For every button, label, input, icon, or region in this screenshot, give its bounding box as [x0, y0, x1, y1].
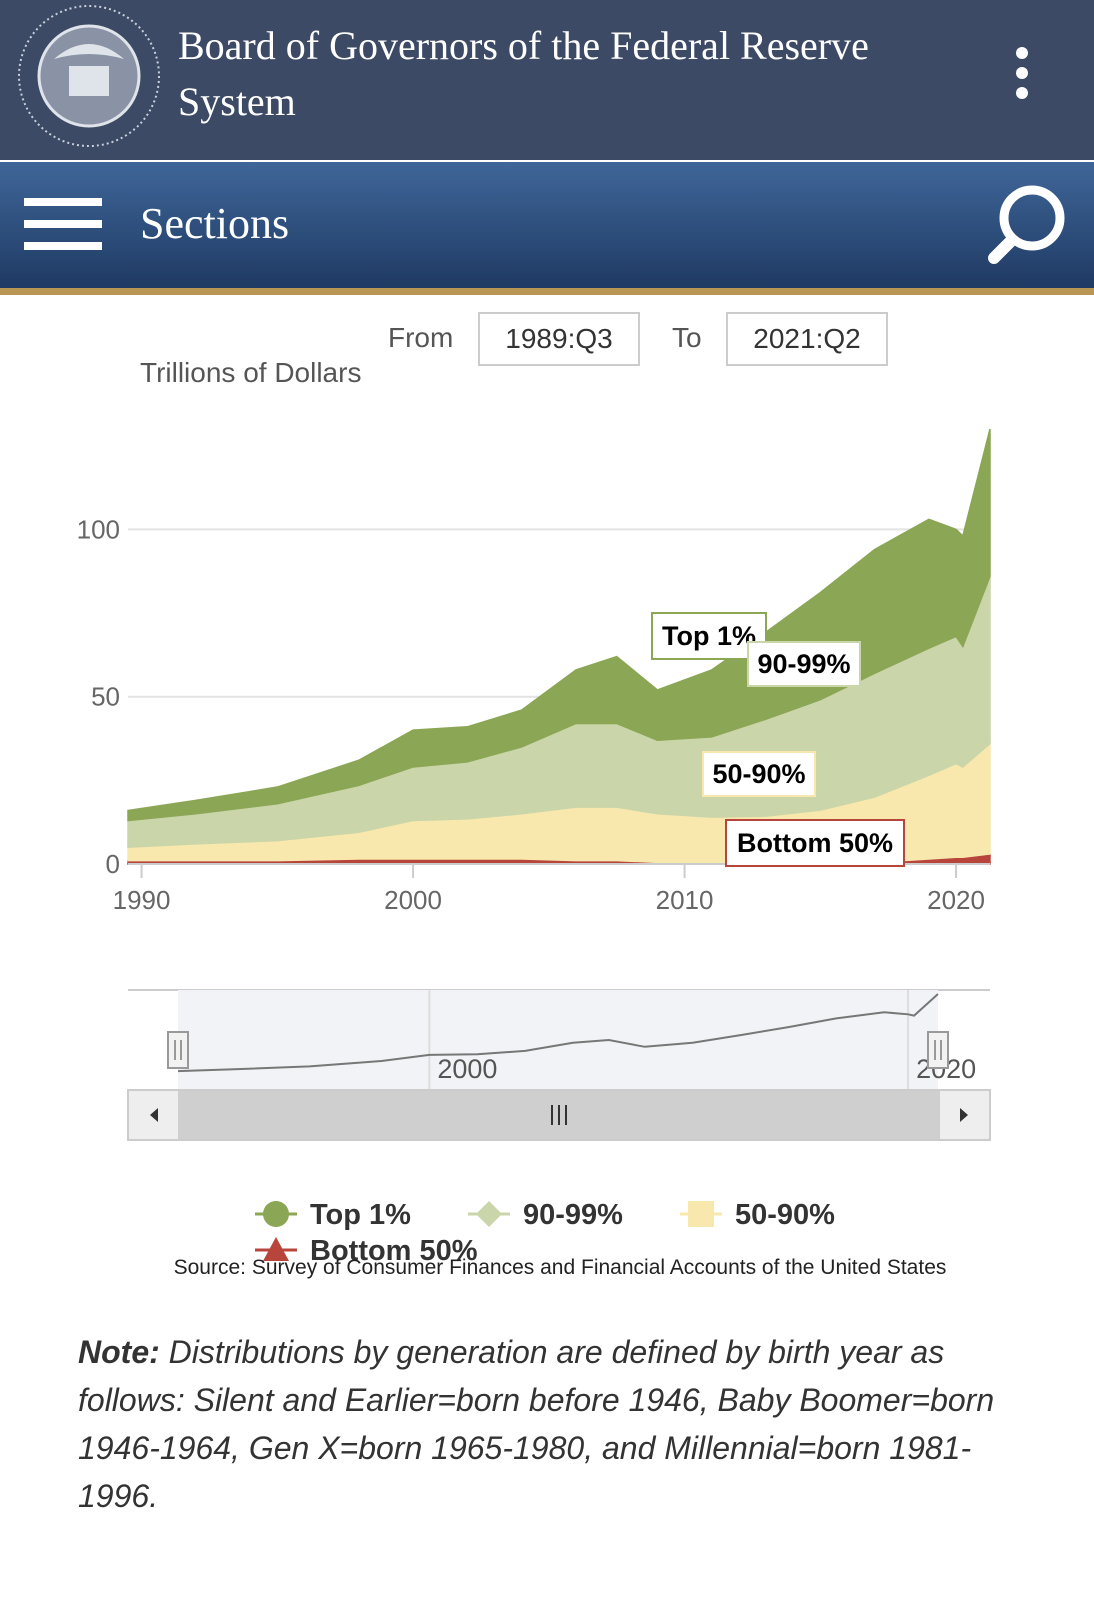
navigator-handle[interactable]	[167, 1031, 189, 1069]
menu-button[interactable]	[24, 196, 104, 256]
nav-bar: Sections	[0, 162, 1094, 295]
annotation: 50-90%	[712, 759, 805, 789]
y-tick-label: 0	[106, 849, 120, 879]
legend-symbol	[688, 1201, 714, 1227]
y-tick-label: 50	[91, 682, 120, 712]
scrollbar[interactable]	[127, 1089, 991, 1141]
scroll-left	[150, 1108, 158, 1122]
sections-label[interactable]: Sections	[140, 199, 290, 248]
legend-label: Bottom 50%	[310, 1235, 478, 1267]
note-label: Note:	[78, 1334, 160, 1370]
handle-grip	[934, 1040, 942, 1060]
legend-label: 90-99%	[523, 1199, 623, 1231]
scroll-right	[960, 1108, 968, 1122]
navigator-window	[178, 990, 938, 1090]
chart: Trillions of Dollars 0 50 100 1990 2000 2010 20…	[77, 357, 991, 1267]
source: Source: Survey of Consumer Finances and …	[173, 1256, 947, 1279]
legend-item[interactable]: 90-99%	[468, 1199, 623, 1231]
legend-symbol	[263, 1237, 289, 1261]
annotation: Bottom 50%	[737, 828, 893, 858]
x-tick-label: 2010	[656, 885, 714, 915]
from-input[interactable]: 1989:Q3	[478, 312, 640, 366]
x-tick-label: 2020	[927, 885, 985, 915]
legend-item[interactable]: Top 1%	[255, 1199, 411, 1231]
annotation-box	[725, 819, 905, 867]
navigator-line	[177, 993, 939, 1073]
handle-grip	[174, 1040, 182, 1060]
more-menu[interactable]	[1010, 45, 1034, 105]
to-label: To	[672, 322, 702, 353]
legend-symbol	[263, 1201, 289, 1227]
note: Note: Distributions by generation are de…	[78, 1328, 1018, 1520]
annotation: Top 1%	[662, 621, 756, 651]
site-title[interactable]: Board of Governors of the Federal Reserv…	[178, 23, 869, 124]
to-input[interactable]: 2021:Q2	[726, 312, 888, 366]
x-tick-label: 2000	[384, 885, 442, 915]
navigator-handle[interactable]	[927, 1031, 949, 1069]
legend-label: Top 1%	[310, 1199, 411, 1231]
annotation-box	[747, 641, 861, 687]
note-text: Distributions by generation are defined …	[78, 1334, 995, 1514]
header: Board of Governors of the Federal Reserv…	[0, 0, 1094, 160]
search-button[interactable]	[988, 182, 1068, 266]
x-tick-label: 1990	[113, 885, 171, 915]
legend-symbol	[476, 1201, 502, 1227]
handle	[927, 1031, 949, 1069]
handle	[167, 1031, 189, 1069]
scroll-grip	[551, 1105, 567, 1125]
annotation: 90-99%	[757, 649, 850, 679]
seal	[18, 5, 160, 147]
area	[127, 428, 991, 822]
annotation-box	[702, 751, 816, 797]
navigator-tick-label: 2000	[437, 1054, 497, 1084]
y-axis-title: Trillions of Dollars	[140, 357, 361, 388]
y-tick-label: 100	[77, 514, 120, 544]
legend-item[interactable]: 50-90%	[680, 1199, 835, 1231]
legend-item[interactable]: Bottom 50%	[255, 1235, 478, 1267]
from-label: From	[388, 322, 454, 353]
legend-label: 50-90%	[735, 1199, 835, 1231]
